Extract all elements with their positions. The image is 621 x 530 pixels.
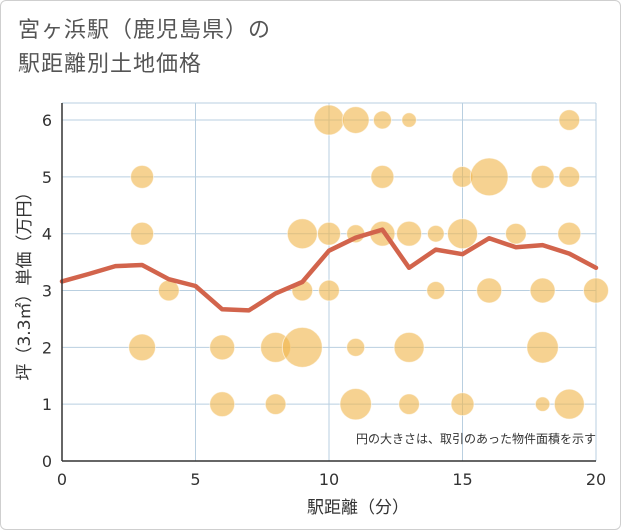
trend-line-series: [59, 227, 599, 313]
y-axis-ticks: 0 1 2 3 4 5 6: [42, 111, 52, 471]
bubble-point: [341, 106, 370, 134]
x-tick-label: 5: [190, 470, 200, 489]
average-price-line: [59, 227, 599, 313]
bubble-point: [401, 112, 417, 128]
bubble-point: [530, 164, 555, 189]
y-tick-label: 4: [42, 225, 52, 244]
bubble-point: [558, 166, 581, 188]
y-tick-label: 3: [42, 282, 52, 301]
bubble-point: [372, 110, 392, 130]
y-tick-label: 5: [42, 168, 52, 187]
bubble-point: [469, 157, 509, 197]
bubble-point: [317, 221, 341, 246]
bubble-point: [476, 277, 503, 304]
x-tick-label: 10: [319, 470, 339, 489]
x-axis-label: 駅距離（分）: [307, 498, 409, 518]
y-axis-label: 坪（3.3㎡）単価（万円）: [15, 183, 35, 380]
bubble-series: [128, 104, 609, 421]
bubble-point: [426, 224, 445, 243]
bubble-point: [526, 331, 559, 364]
bubble-size-note: 円の大きさは、取引のあった物件面積を示す: [356, 431, 596, 446]
bubble-point: [370, 164, 395, 189]
x-tick-label: 15: [452, 470, 472, 489]
bubble-point: [339, 387, 372, 421]
bubble-point: [426, 281, 446, 301]
chart-title-line-1: 宮ヶ浜駅（鹿児島県）の: [18, 18, 272, 43]
bubble-point: [505, 222, 527, 245]
axes: [61, 103, 596, 462]
y-tick-label: 2: [42, 338, 52, 357]
bubble-point: [398, 393, 420, 416]
x-axis-ticks: 0 5 10 15 20: [57, 470, 606, 489]
bubble-point: [313, 104, 345, 136]
bubble-point: [209, 334, 236, 361]
chart-title-line-2: 駅距離別土地価格: [18, 52, 203, 77]
bubble-point: [396, 220, 423, 247]
bubble-point: [529, 277, 556, 304]
bubble-point: [286, 218, 318, 250]
bubble-point: [281, 326, 323, 368]
bubble-point: [558, 109, 581, 131]
y-tick-label: 6: [42, 111, 52, 130]
bubble-point: [451, 166, 474, 188]
bubble-point: [583, 277, 609, 304]
bubble-point: [557, 221, 582, 246]
bubble-point: [346, 337, 366, 357]
bubble-point: [128, 333, 156, 362]
bubble-point: [534, 396, 551, 412]
bubble-point: [553, 388, 585, 420]
y-tick-label: 0: [42, 452, 52, 471]
bubble-point: [393, 331, 425, 363]
chart-title: 宮ヶ浜駅（鹿児島県）の 駅距離別土地価格: [18, 14, 271, 82]
x-tick-label: 0: [57, 470, 67, 489]
bubble-point: [264, 393, 287, 416]
bubble-point: [318, 279, 340, 302]
bubble-point: [447, 218, 478, 250]
bubble-point: [130, 164, 155, 189]
bubble-point: [209, 391, 236, 418]
y-tick-label: 1: [42, 395, 52, 414]
bubble-point: [130, 221, 155, 246]
x-tick-label: 20: [586, 470, 606, 489]
bubble-point: [450, 392, 475, 417]
